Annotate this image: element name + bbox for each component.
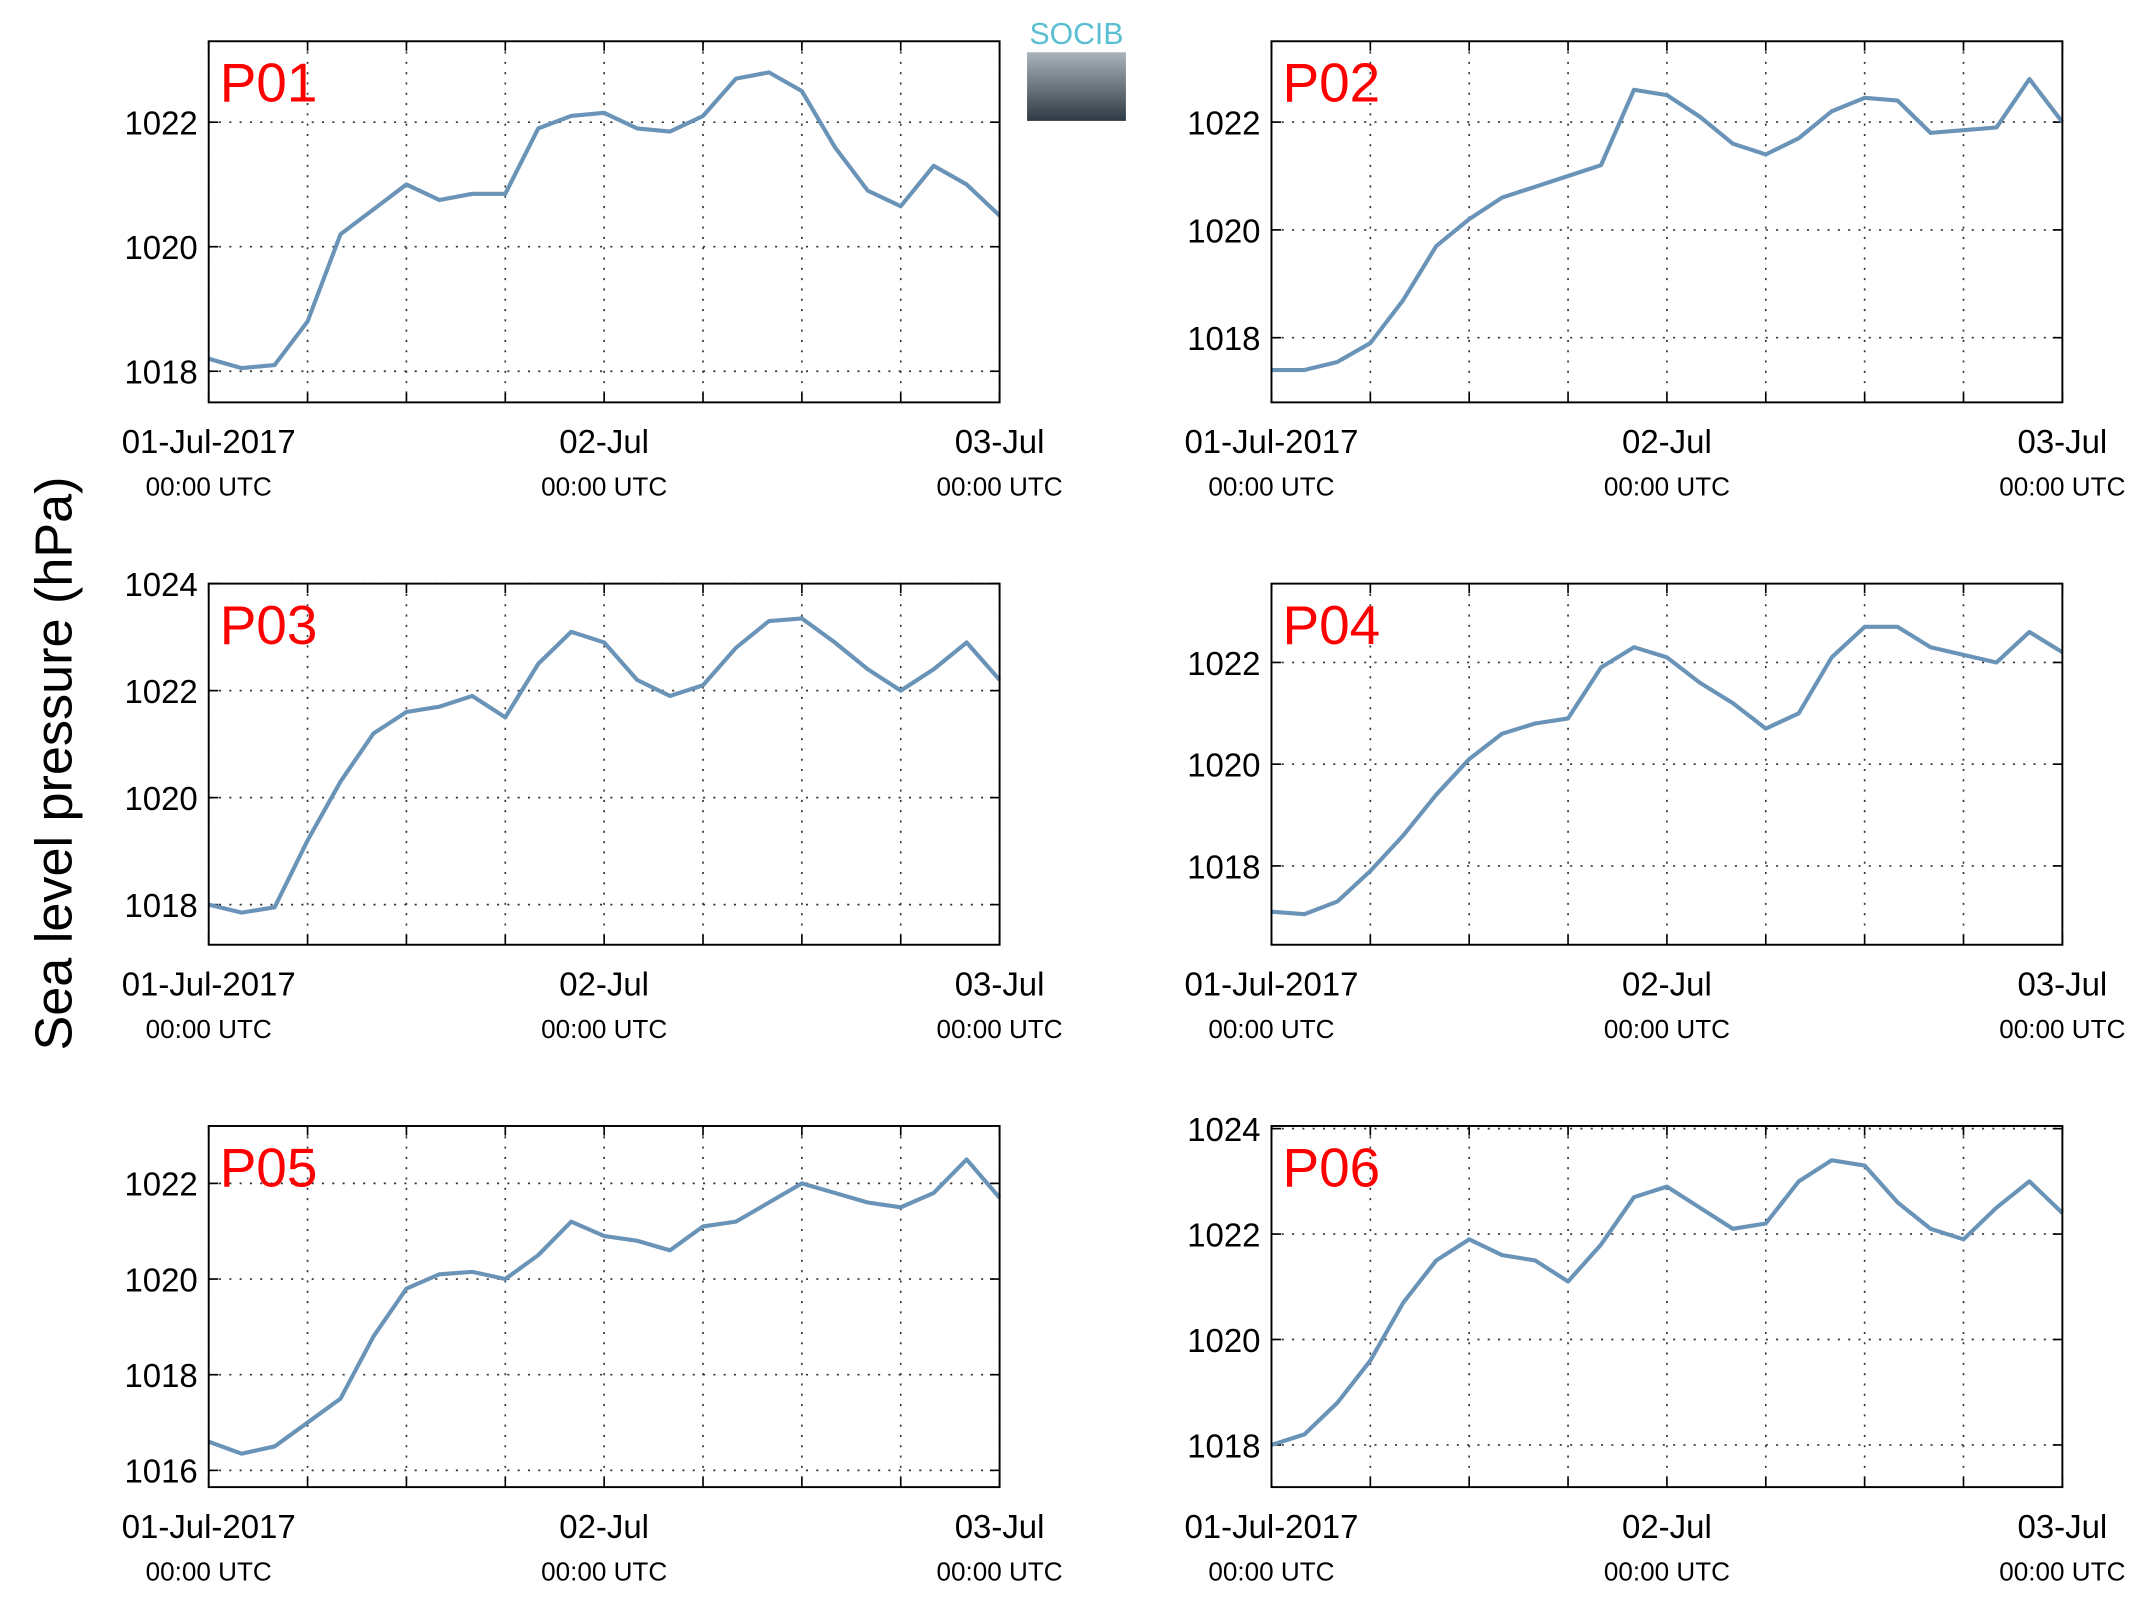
x-tick-label: 03-Jul [955,1508,1045,1545]
panel-title: P05 [220,1136,318,1198]
y-tick-label: 1022 [1187,645,1260,682]
x-tick-sublabel: 00:00 UTC [1999,1556,2125,1586]
y-tick-label: 1022 [124,105,197,142]
plot-frame [207,1125,1001,1489]
y-tick-label: 1022 [1187,1216,1260,1253]
data-line [1271,76,2064,373]
y-tick-label: 1016 [124,1453,197,1490]
x-tick-label: 01-Jul-2017 [122,423,296,460]
panel-title: P03 [220,594,318,656]
y-tick-label: 1024 [1187,1111,1260,1148]
x-tick-sublabel: 00:00 UTC [541,1014,667,1044]
panel-title: P01 [220,52,318,114]
x-tick-label: 02-Jul [1622,966,1712,1003]
x-tick-label: 02-Jul [1622,423,1712,460]
panel-title: P04 [1282,594,1380,656]
plot-frame [207,40,1001,404]
x-tick-label: 03-Jul [2018,966,2108,1003]
x-tick-sublabel: 00:00 UTC [146,1556,272,1586]
data-line [208,616,1002,915]
x-tick-label: 03-Jul [2018,423,2108,460]
plot-area [1271,583,2063,945]
x-tick-sublabel: 00:00 UTC [1604,1556,1730,1586]
y-tick-label: 1020 [124,229,197,266]
plot-frame [1270,582,2064,946]
x-tick-label: 02-Jul [1622,1508,1712,1545]
plot-area [208,1125,1000,1488]
y-tick-label: 1020 [1187,212,1260,249]
x-tick-sublabel: 00:00 UTC [1999,472,2125,502]
x-tick-label: 03-Jul [955,423,1045,460]
x-tick-label: 01-Jul-2017 [1184,423,1358,460]
x-tick-sublabel: 00:00 UTC [541,472,667,502]
y-tick-label: 1020 [1187,747,1260,784]
y-tick-label: 1020 [124,1261,197,1298]
x-tick-sublabel: 00:00 UTC [1604,1014,1730,1044]
x-tick-sublabel: 00:00 UTC [1604,472,1730,502]
panel-title: P06 [1282,1136,1380,1198]
y-axis-label: Sea level pressure (hPa) [25,476,83,1050]
y-tick-label: 1018 [1187,320,1260,357]
x-tick-label: 02-Jul [559,1508,649,1545]
logo-box [1027,52,1126,121]
x-tick-label: 01-Jul-2017 [122,966,296,1003]
plot-area [1271,1125,2063,1488]
y-tick-label: 1022 [124,673,197,710]
x-tick-sublabel: 00:00 UTC [1208,1556,1334,1586]
x-tick-sublabel: 00:00 UTC [937,1556,1063,1586]
y-tick-label: 1018 [124,1357,197,1394]
x-tick-label: 03-Jul [2018,1508,2108,1545]
plot-frame [1270,40,2064,404]
x-tick-sublabel: 00:00 UTC [1208,1014,1334,1044]
panel-title: P02 [1282,52,1380,114]
x-tick-sublabel: 00:00 UTC [1999,1014,2125,1044]
plot-frame [207,582,1001,946]
x-tick-label: 01-Jul-2017 [1184,1508,1358,1545]
y-tick-label: 1018 [1187,848,1260,885]
y-tick-label: 1020 [1187,1322,1260,1359]
y-tick-label: 1020 [124,780,197,817]
x-tick-sublabel: 00:00 UTC [146,472,272,502]
data-line [1271,624,2064,917]
y-tick-label: 1018 [124,887,197,924]
y-tick-label: 1022 [1187,104,1260,141]
x-tick-sublabel: 00:00 UTC [541,1556,667,1586]
x-tick-label: 02-Jul [559,966,649,1003]
data-line [208,70,1002,371]
y-tick-label: 1018 [124,354,197,391]
x-tick-sublabel: 00:00 UTC [937,472,1063,502]
y-tick-label: 1022 [124,1166,197,1203]
x-tick-sublabel: 00:00 UTC [937,1014,1063,1044]
plot-area [1271,41,2063,403]
data-line [208,1157,1002,1456]
plot-frame [1270,1125,2064,1489]
x-tick-label: 03-Jul [955,966,1045,1003]
x-tick-sublabel: 00:00 UTC [146,1014,272,1044]
y-tick-label: 1024 [124,566,197,603]
x-tick-label: 01-Jul-2017 [122,1508,296,1545]
x-tick-label: 01-Jul-2017 [1184,966,1358,1003]
plot-area [208,41,1000,403]
data-line [1270,1158,2064,1447]
plot-area [208,583,1000,945]
x-tick-label: 02-Jul [559,423,649,460]
y-tick-label: 1018 [1187,1427,1260,1464]
x-tick-sublabel: 00:00 UTC [1208,472,1334,502]
logo-text: SOCIB [1030,18,1124,51]
